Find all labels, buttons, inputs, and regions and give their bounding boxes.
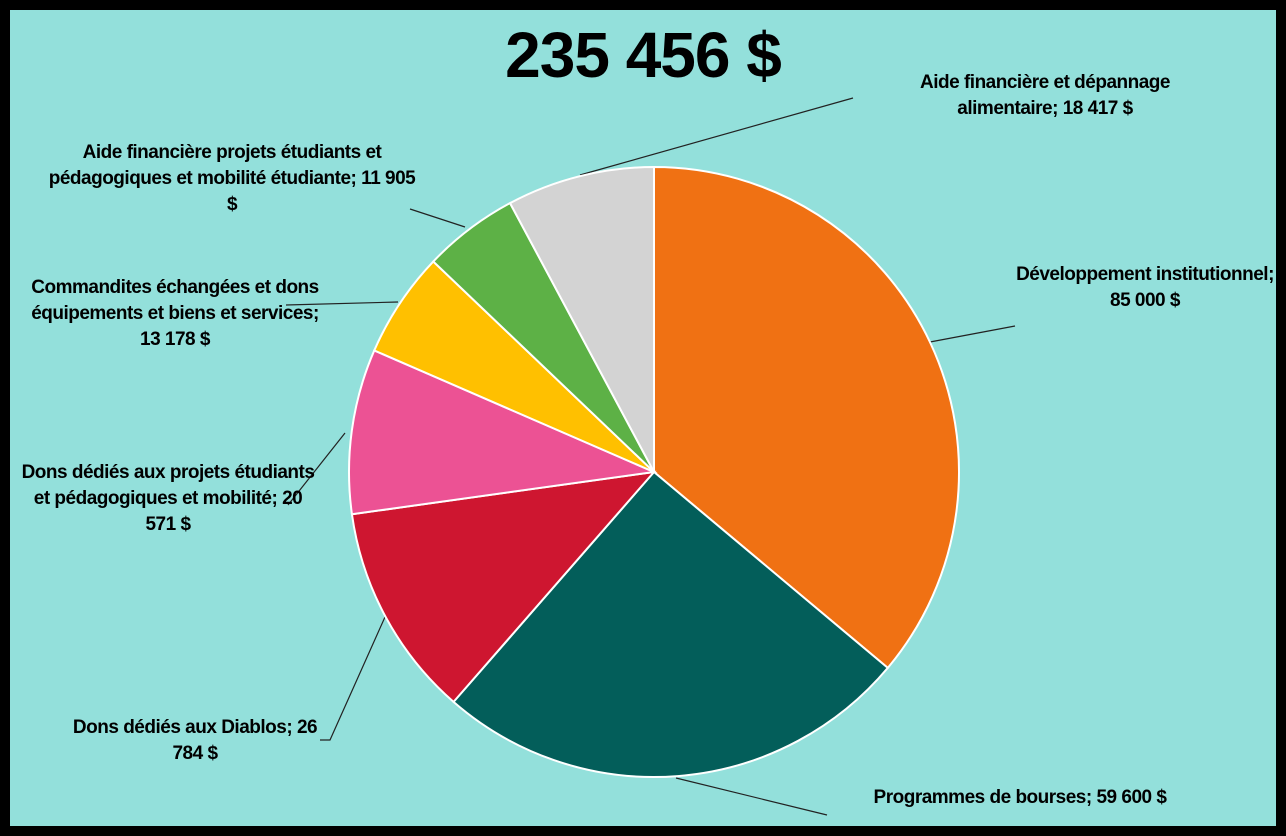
slice-label: Aide financière et dépannage alimentaire… (880, 70, 1210, 122)
value-label: 13 178 $ (140, 329, 210, 350)
value-label: 18 417 $ (1063, 98, 1133, 119)
chart (0, 0, 1286, 836)
value-label: 59 600 $ (1096, 787, 1166, 808)
pie (349, 167, 959, 777)
slice-label: Aide financière projets étudiants et péd… (42, 140, 422, 218)
slice-label: Dons dédiés aux Diablos; 26 784 $ (60, 715, 330, 767)
category-label: Dons dédiés aux Diablos; (73, 717, 292, 738)
slice-label: Développement institutionnel; 85 000 $ (1010, 262, 1280, 314)
leader-line (676, 778, 827, 815)
leader-line (580, 98, 853, 175)
leader-line (930, 326, 1015, 342)
page: {"chart_data": {"type": "pie", "title": … (0, 0, 1286, 836)
value-label: 85 000 $ (1110, 290, 1180, 311)
category-label: Développement institutionnel; (1016, 264, 1274, 285)
slice-label: Programmes de bourses; 59 600 $ (820, 785, 1220, 811)
category-label: Programmes de bourses; (874, 787, 1092, 808)
category-label: Aide financière projets étudiants et péd… (49, 142, 382, 189)
slice-label: Commandites échangées et dons équipement… (25, 275, 325, 353)
category-label: Commandites échangées et dons équipement… (31, 277, 319, 324)
slice-label: Dons dédiés aux projets étudiants et péd… (18, 460, 318, 538)
category-label: Dons dédiés aux projets étudiants et péd… (22, 462, 315, 509)
